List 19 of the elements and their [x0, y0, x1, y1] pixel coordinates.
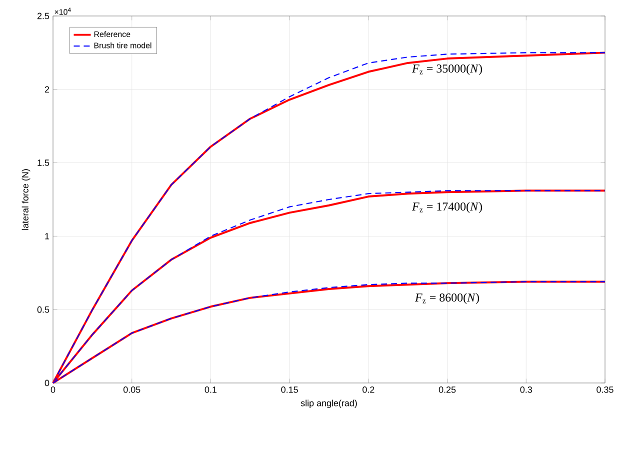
x-tick-label: 0.35: [596, 386, 614, 393]
annotation: F$_{z}$ = 8600(N): [414, 293, 480, 304]
x-tick-label: 0.15: [281, 386, 298, 393]
y-tick-label: 1: [45, 233, 50, 240]
x-tick-label: 0: [50, 386, 56, 393]
y-tick-label: 0: [44, 380, 50, 386]
x-tick-label: 0.1: [204, 386, 217, 393]
x-axis-title: slip angle(rad): [300, 400, 357, 408]
y-tick-label: 1.5: [38, 160, 50, 166]
y-tick-label: 2.5: [37, 12, 50, 20]
x-tick-label: 0.05: [123, 386, 140, 393]
y-axis-title: lateral force (N): [22, 169, 30, 230]
x-tick-label: 0.2: [362, 386, 374, 393]
x-tick-label: 0.25: [438, 386, 456, 393]
y-tick-label: 2: [44, 86, 50, 93]
annotation: F$_{z}$ = 35000(N): [412, 64, 482, 76]
y-tick-label: 0.5: [37, 306, 50, 313]
annotation: F$_{z}$ = 17400(N): [412, 202, 482, 214]
x-tick-label: 0.3: [520, 386, 532, 393]
